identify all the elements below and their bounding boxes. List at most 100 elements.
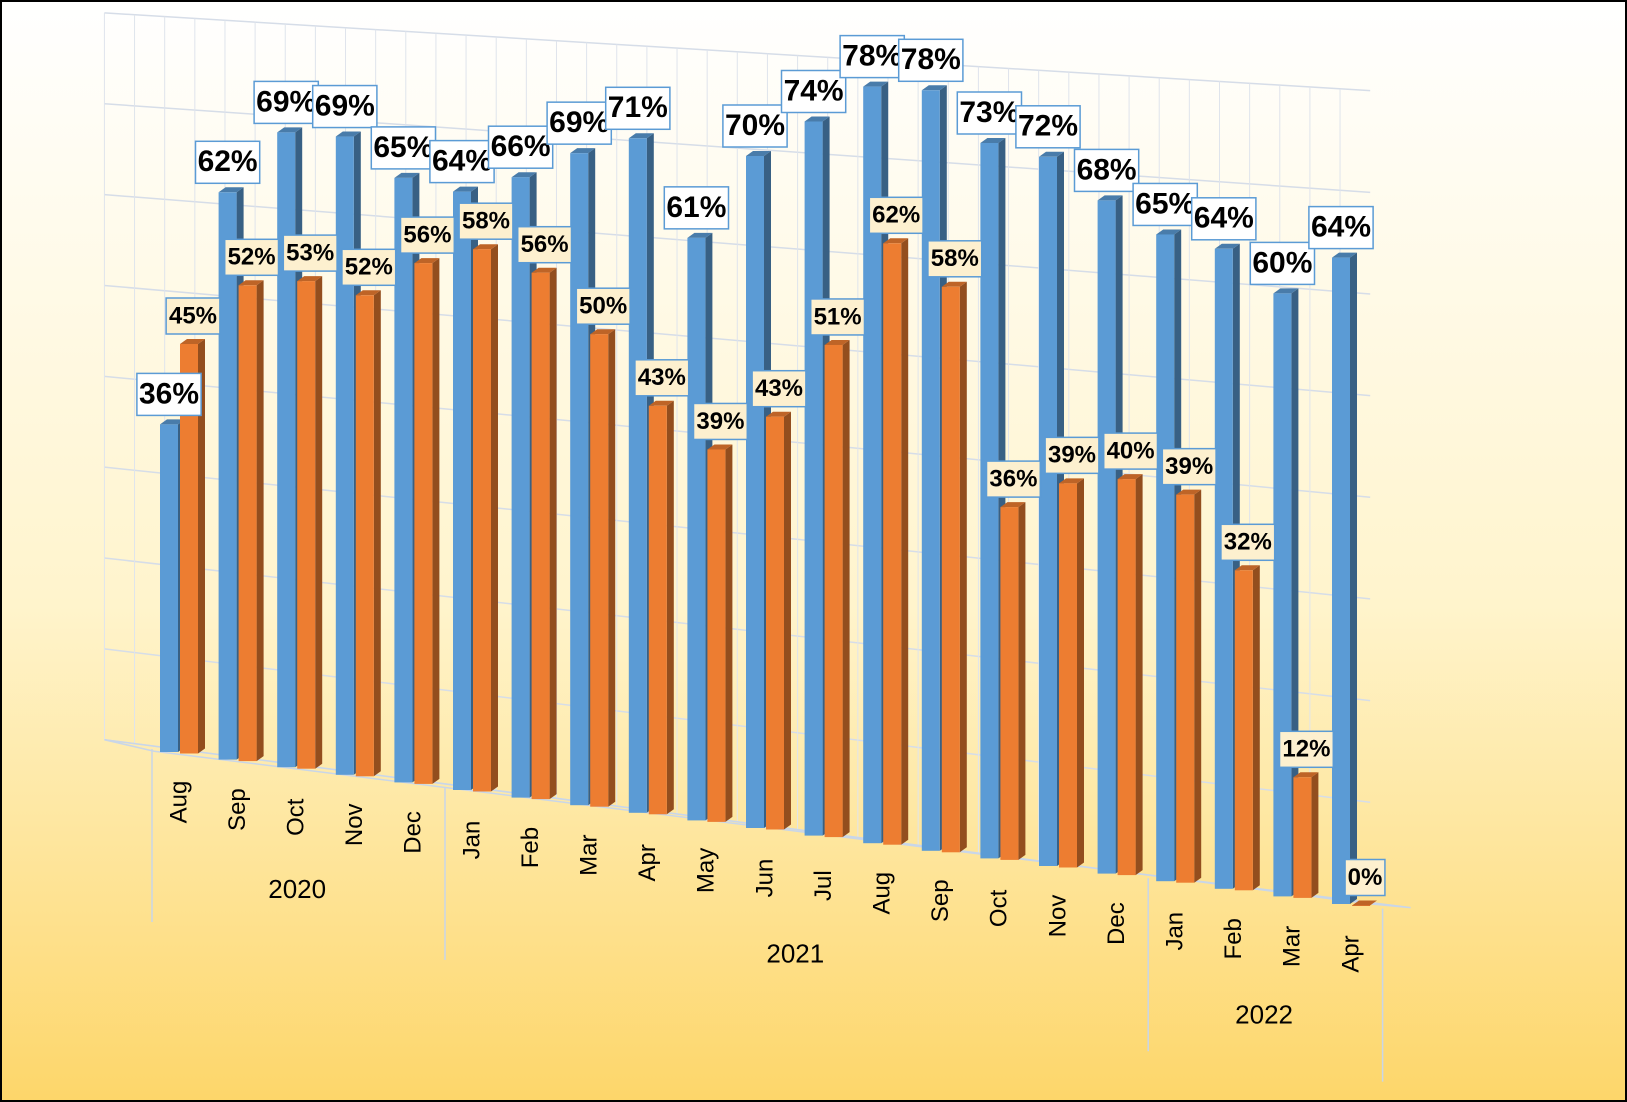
bar-top xyxy=(648,400,674,406)
data-label: 62% xyxy=(872,202,920,229)
bar-top xyxy=(824,339,850,345)
data-label-box xyxy=(985,460,1042,498)
bar-side xyxy=(784,411,791,830)
x-tick-label: Oct xyxy=(283,798,310,836)
bar-top xyxy=(1234,565,1260,571)
x-tick-label: Mar xyxy=(1279,926,1306,967)
data-label-box xyxy=(663,186,730,230)
bar xyxy=(766,416,784,830)
data-label: 68% xyxy=(1077,153,1137,186)
x-tick-label: Jul xyxy=(810,870,837,901)
bar xyxy=(1117,479,1136,876)
bar xyxy=(335,136,354,775)
data-label: 39% xyxy=(1165,453,1213,480)
x-tick-label: Apr xyxy=(634,844,661,881)
x-tick-label: Nov xyxy=(1044,895,1071,938)
bar-top xyxy=(980,138,1006,143)
data-label-box xyxy=(1132,182,1199,227)
bar-side xyxy=(256,280,264,762)
data-label: 45% xyxy=(169,302,217,329)
bar xyxy=(1176,494,1195,883)
bar-top xyxy=(453,186,478,192)
bar xyxy=(1214,248,1233,889)
data-label-box xyxy=(516,225,573,264)
bar-top xyxy=(687,232,713,238)
bar-side xyxy=(608,329,616,807)
bar-side xyxy=(1135,474,1143,876)
data-label: 70% xyxy=(725,109,785,142)
labels: 36% 45% 62% 52% 69% 53% 69% 52% 65% 56% 64% 58% 66% 5… xyxy=(136,34,1386,897)
bar xyxy=(863,86,882,844)
data-label-box xyxy=(780,69,847,114)
bar xyxy=(394,177,413,783)
x-tick-label: Nov xyxy=(341,803,368,846)
bar-top xyxy=(1214,243,1240,249)
data-label: 0% xyxy=(1348,864,1383,891)
data-label: 51% xyxy=(814,303,862,330)
data-label: 69% xyxy=(256,85,316,118)
data-label-box xyxy=(1308,205,1374,250)
bar-top xyxy=(1332,252,1357,258)
bar-side xyxy=(1252,565,1260,891)
bar-top xyxy=(1117,474,1143,480)
bar xyxy=(414,263,433,784)
bar-top xyxy=(921,85,947,91)
bar xyxy=(570,153,589,806)
bar xyxy=(453,191,471,791)
data-label-box xyxy=(1190,197,1257,241)
x-tick-label: Feb xyxy=(517,827,544,868)
bar-side xyxy=(373,290,381,777)
bar xyxy=(160,424,178,752)
bar xyxy=(511,177,530,798)
bar xyxy=(921,90,940,851)
data-label-box xyxy=(223,238,280,277)
bar xyxy=(980,143,999,859)
bar-top xyxy=(1273,288,1299,294)
bar xyxy=(590,334,609,807)
data-label-box xyxy=(897,38,964,83)
x-tick-label: Mar xyxy=(576,835,603,876)
data-label: 36% xyxy=(989,465,1037,492)
data-label: 73% xyxy=(959,96,1019,129)
data-label: 64% xyxy=(432,145,492,178)
x-group-label: 2021 xyxy=(766,939,824,969)
bar xyxy=(1234,570,1253,891)
data-label: 52% xyxy=(345,254,393,281)
data-label-box xyxy=(136,372,202,417)
data-label: 69% xyxy=(315,89,375,122)
data-label: 43% xyxy=(638,364,686,391)
bar-top xyxy=(941,281,967,287)
bar xyxy=(648,405,667,815)
data-label: 36% xyxy=(139,377,199,410)
data-label: 43% xyxy=(755,375,803,402)
bar xyxy=(1059,483,1077,868)
data-label: 64% xyxy=(1194,202,1254,235)
data-label: 50% xyxy=(579,293,627,320)
bar-side xyxy=(491,244,498,792)
bar-top xyxy=(1293,772,1319,778)
data-label-box xyxy=(868,196,924,235)
data-label: 32% xyxy=(1224,529,1272,556)
bar-top xyxy=(746,151,771,156)
bar xyxy=(1293,777,1312,898)
bar-side xyxy=(725,444,733,822)
bar xyxy=(297,281,316,769)
data-label: 40% xyxy=(1107,437,1155,464)
bar-top xyxy=(531,267,557,273)
bar-top xyxy=(180,339,205,344)
data-label-box xyxy=(1278,730,1335,769)
data-label: 78% xyxy=(901,43,961,76)
data-label-box xyxy=(1249,241,1316,286)
bar-top xyxy=(414,258,440,264)
bar xyxy=(180,344,198,754)
bar-top xyxy=(804,116,830,122)
data-label: 61% xyxy=(666,191,726,224)
bar xyxy=(824,344,843,838)
bar-side xyxy=(666,400,674,815)
bar-side xyxy=(1018,502,1026,860)
bar xyxy=(941,286,960,853)
bar-side xyxy=(549,267,557,800)
bar xyxy=(746,156,764,828)
bar xyxy=(1273,293,1292,897)
